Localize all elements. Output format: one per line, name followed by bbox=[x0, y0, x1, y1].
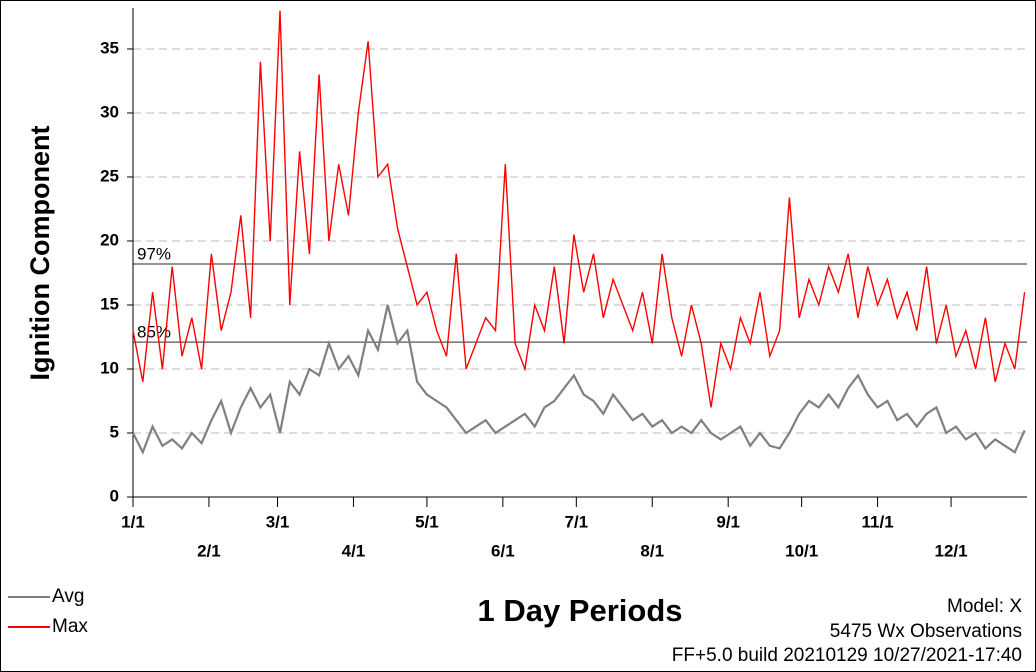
series-line bbox=[132, 304, 1026, 455]
y-tick-label: 15 bbox=[100, 294, 119, 313]
x-tick-label: 9/1 bbox=[716, 512, 740, 531]
x-tick-label: 11/1 bbox=[862, 512, 894, 531]
y-axis-label: Ignition Component bbox=[25, 126, 55, 381]
x-tick-label: 4/1 bbox=[342, 541, 366, 560]
x-axis-label: 1 Day Periods bbox=[477, 593, 682, 628]
note: FF+5.0 build 20210129 10/27/2021-17:40 bbox=[672, 645, 1022, 666]
x-tick-label: 10/1 bbox=[785, 541, 818, 560]
x-tick-label: 7/1 bbox=[565, 512, 589, 531]
x-tick-label: 8/1 bbox=[640, 541, 664, 560]
y-tick-label: 5 bbox=[110, 422, 119, 441]
y-tick-label: 30 bbox=[100, 102, 119, 121]
x-tick-label: 6/1 bbox=[491, 541, 515, 560]
x-tick-label: 3/1 bbox=[266, 512, 290, 531]
reference-label: 97% bbox=[137, 245, 171, 264]
series-line bbox=[132, 10, 1026, 408]
legend-label: Avg bbox=[52, 586, 84, 607]
x-tick-label: 1/1 bbox=[121, 512, 145, 531]
note: 5475 Wx Observations bbox=[830, 621, 1022, 642]
y-tick-label: 0 bbox=[110, 486, 119, 505]
reference-label: 85% bbox=[137, 323, 171, 342]
y-tick-label: 35 bbox=[100, 38, 119, 57]
x-tick-label: 5/1 bbox=[415, 512, 439, 531]
y-tick-label: 25 bbox=[100, 166, 119, 185]
note: Model: X bbox=[947, 596, 1022, 617]
legend-label: Max bbox=[52, 616, 88, 637]
x-tick-label: 2/1 bbox=[197, 541, 221, 560]
y-tick-label: 10 bbox=[100, 358, 119, 377]
y-tick-label: 20 bbox=[100, 230, 119, 249]
x-tick-label: 12/1 bbox=[935, 541, 968, 560]
